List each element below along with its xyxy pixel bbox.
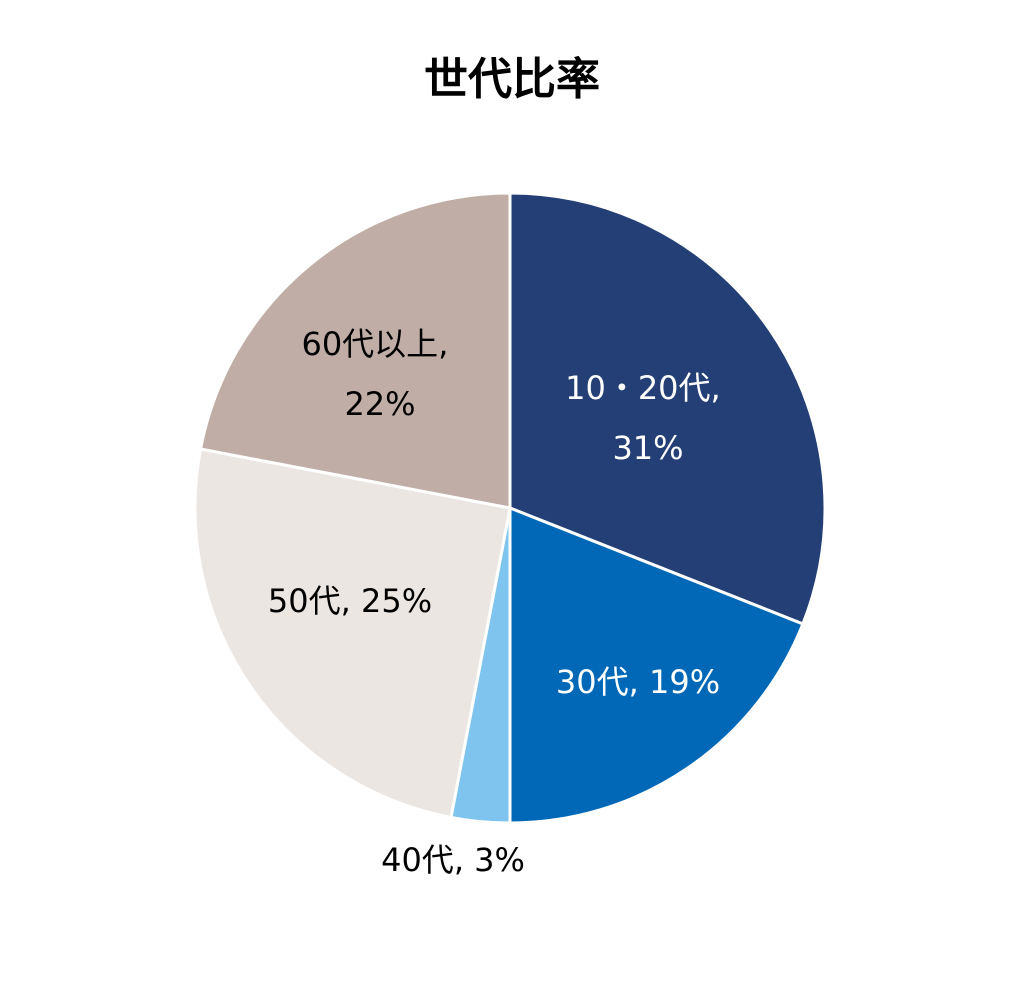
label-category: 40代 [381, 841, 454, 879]
data-label: 40代, 3% [381, 841, 525, 879]
label-separator: , [711, 369, 731, 407]
label-value: 31% [612, 429, 683, 467]
label-value: 25% [361, 582, 432, 620]
label-category: 30代 [556, 663, 629, 701]
label-separator: , [438, 325, 458, 363]
data-label: 30代, 19% [556, 663, 720, 701]
label-separator: , [454, 841, 474, 879]
data-label: 10・20代, 31% [565, 369, 731, 467]
label-value: 22% [344, 385, 415, 423]
label-category: 10・20代 [565, 369, 710, 407]
pie-slice [508, 505, 805, 825]
label-value: 3% [474, 841, 525, 879]
label-separator: , [629, 663, 649, 701]
pie-slice [508, 191, 827, 626]
label-separator: , [341, 582, 361, 620]
data-label: 50代, 25% [268, 582, 432, 620]
label-value: 19% [649, 663, 720, 701]
data-label: 60代以上, 22% [301, 325, 458, 423]
label-category: 60代以上 [301, 325, 438, 363]
label-category: 50代 [268, 582, 341, 620]
pie-slice [193, 447, 512, 820]
chart-title: 世代比率 [424, 54, 600, 105]
pie-slice [198, 191, 512, 510]
